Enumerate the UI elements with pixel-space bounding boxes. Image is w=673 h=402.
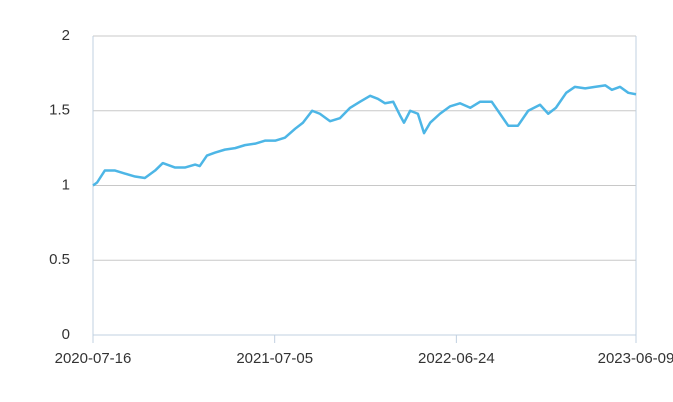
x-tick-label: 2021-07-05	[236, 350, 313, 367]
y-tick-label: 2	[62, 27, 70, 44]
x-tick-label: 2020-07-16	[55, 350, 132, 367]
y-tick-label: 1.5	[49, 102, 70, 119]
y-tick-label: 1	[62, 176, 70, 193]
y-tick-label: 0.5	[49, 251, 70, 268]
x-tick-label: 2023-06-09	[598, 350, 673, 367]
y-tick-label: 0	[62, 326, 70, 343]
x-tick-label: 2022-06-24	[418, 350, 495, 367]
data-line	[92, 84, 637, 187]
